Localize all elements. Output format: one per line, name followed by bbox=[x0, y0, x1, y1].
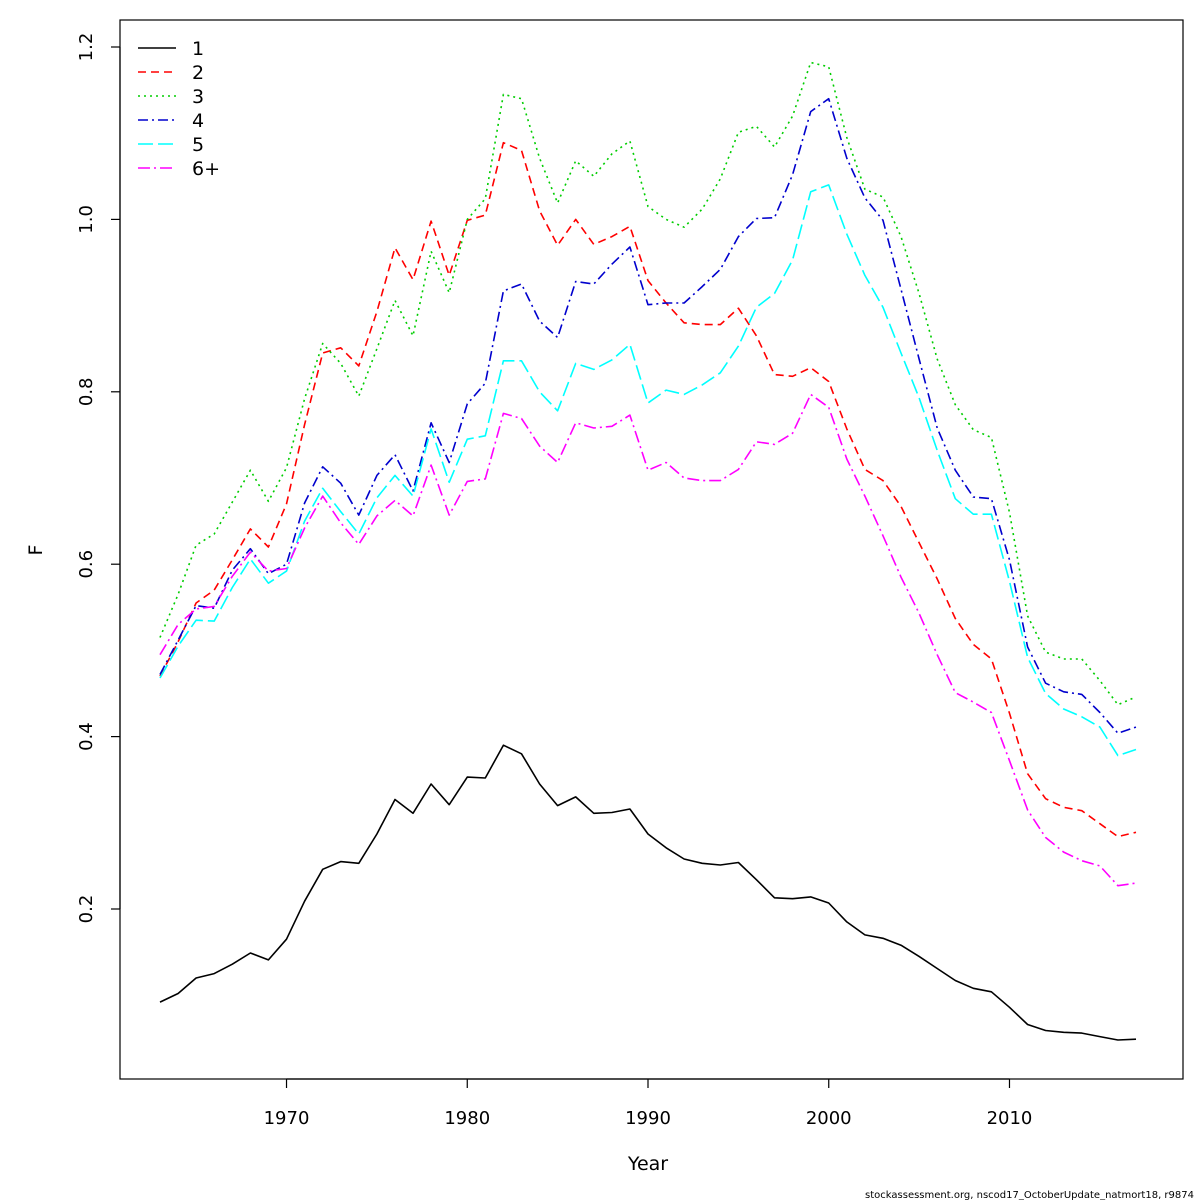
series-line-2 bbox=[159, 141, 1137, 838]
footnote: stockassessment.org, nscod17_OctoberUpda… bbox=[865, 1190, 1194, 1200]
series-line-6plus bbox=[159, 393, 1137, 887]
x-tick-label: 2010 bbox=[987, 1108, 1033, 1129]
y-tick-label: 0.8 bbox=[76, 377, 97, 406]
x-axis: 1970 1980 1990 2000 2010 bbox=[264, 1078, 1033, 1129]
x-tick-label: 1990 bbox=[625, 1108, 671, 1129]
series-line-3 bbox=[159, 61, 1137, 706]
legend-label-5: 5 bbox=[192, 134, 204, 156]
y-tick-label: 0.4 bbox=[76, 722, 97, 751]
series-line-5 bbox=[159, 184, 1137, 757]
x-tick-label: 2000 bbox=[806, 1108, 852, 1129]
legend-label-2: 2 bbox=[192, 62, 204, 84]
x-tick-label: 1970 bbox=[264, 1108, 310, 1129]
y-tick-label: 0.2 bbox=[76, 895, 97, 924]
legend-label-3: 3 bbox=[192, 86, 204, 108]
plot-frame bbox=[119, 19, 1184, 1080]
y-axis-title: F bbox=[25, 545, 47, 556]
legend-label-4: 4 bbox=[192, 110, 204, 132]
legend-label-6plus: 6+ bbox=[192, 158, 220, 180]
series-layer bbox=[159, 61, 1137, 1041]
y-axis: 0.2 0.4 0.6 0.8 1.0 1.2 bbox=[76, 33, 121, 924]
series-line-4 bbox=[159, 97, 1137, 735]
x-tick-label: 1980 bbox=[444, 1108, 490, 1129]
y-tick-label: 0.6 bbox=[76, 550, 97, 579]
y-tick-label: 1.0 bbox=[76, 205, 97, 234]
y-tick-label: 1.2 bbox=[76, 33, 97, 62]
legend-label-1: 1 bbox=[192, 38, 204, 60]
x-axis-title: Year bbox=[627, 1153, 668, 1175]
series-line-1 bbox=[159, 744, 1137, 1041]
